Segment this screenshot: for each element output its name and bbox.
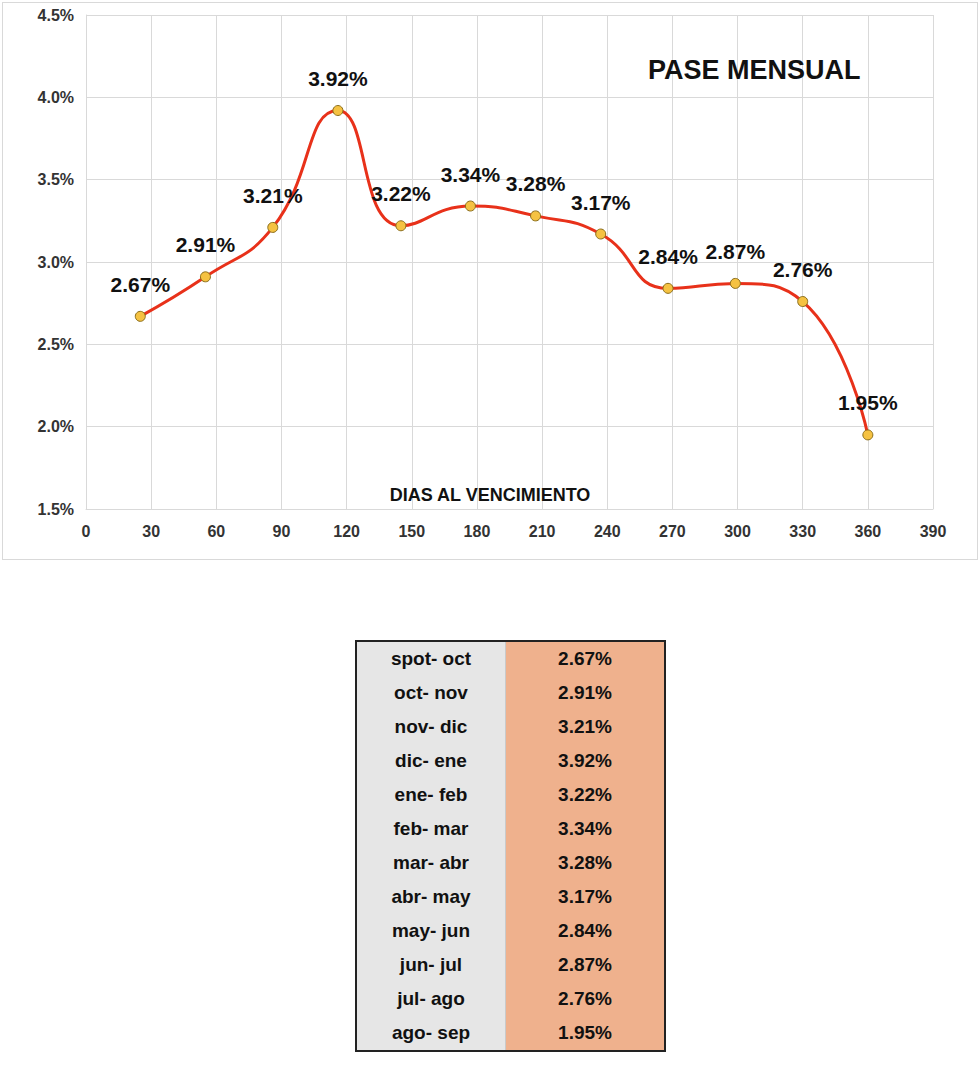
- svg-text:3.92%: 3.92%: [308, 67, 368, 90]
- html-text:ago- sep: ago- sep: [391, 1022, 471, 1043]
- html-text:feb- mar: feb- mar: [393, 818, 469, 839]
- svg-text:240: 240: [594, 523, 621, 540]
- svg-text:120: 120: [333, 523, 360, 540]
- svg-text:1.5%: 1.5%: [38, 501, 74, 518]
- html-text:nov- dic: nov- dic: [394, 716, 468, 737]
- svg-text:2.76%: 2.76%: [773, 258, 833, 281]
- svg-text:3.34%: 3.34%: [441, 163, 501, 186]
- html-text:3.17%: 3.17%: [558, 886, 612, 907]
- svg-text:3.17%: 3.17%: [571, 191, 631, 214]
- svg-text:2.91%: 2.91%: [176, 233, 236, 256]
- svg-text:3.21%: 3.21%: [243, 184, 303, 207]
- svg-text:3.28%: 3.28%: [506, 172, 566, 195]
- svg-text:0: 0: [82, 523, 91, 540]
- html-text:3.34%: 3.34%: [558, 818, 612, 839]
- svg-text:30: 30: [142, 523, 160, 540]
- html-text:3.22%: 3.22%: [558, 784, 612, 805]
- html-text:2.76%: 2.76%: [558, 988, 612, 1009]
- html-text:ene- feb: ene- feb: [394, 784, 468, 805]
- html-text:2.84%: 2.84%: [558, 920, 612, 941]
- svg-text:300: 300: [724, 523, 751, 540]
- html-text:mar- abr: mar- abr: [393, 852, 469, 873]
- html-text:oct- nov: oct- nov: [394, 682, 468, 703]
- html-text:jun- jul: jun- jul: [399, 954, 463, 975]
- svg-text:2.87%: 2.87%: [706, 240, 766, 263]
- svg-text:1.95%: 1.95%: [838, 391, 898, 414]
- html-text:may- jun: may- jun: [391, 920, 471, 941]
- html-text:spot- oct: spot- oct: [390, 648, 472, 669]
- svg-text:60: 60: [207, 523, 225, 540]
- svg-text:90: 90: [273, 523, 291, 540]
- html-text:1.95%: 1.95%: [558, 1022, 612, 1043]
- svg-text:4.5%: 4.5%: [38, 7, 74, 24]
- svg-text:180: 180: [464, 523, 491, 540]
- svg-text:270: 270: [659, 523, 686, 540]
- svg-text:3.0%: 3.0%: [38, 254, 74, 271]
- svg-text:330: 330: [789, 523, 816, 540]
- svg-text:DIAS AL VENCIMIENTO: DIAS AL VENCIMIENTO: [390, 485, 591, 505]
- html-text:jul- ago: jul- ago: [397, 988, 465, 1009]
- svg-text:210: 210: [529, 523, 556, 540]
- svg-text:360: 360: [854, 523, 881, 540]
- html-text:abr- may: abr- may: [391, 886, 471, 907]
- svg-text:2.67%: 2.67%: [111, 273, 171, 296]
- html-text:3.92%: 3.92%: [558, 750, 612, 771]
- svg-text:150: 150: [398, 523, 425, 540]
- svg-text:PASE MENSUAL: PASE MENSUAL: [648, 55, 861, 85]
- svg-text:390: 390: [920, 523, 947, 540]
- html-text:2.91%: 2.91%: [558, 682, 612, 703]
- svg-text:2.0%: 2.0%: [38, 418, 74, 435]
- svg-text:4.0%: 4.0%: [38, 89, 74, 106]
- html-text:2.67%: 2.67%: [558, 648, 612, 669]
- html-text:3.28%: 3.28%: [558, 852, 612, 873]
- svg-text:2.84%: 2.84%: [638, 245, 698, 268]
- html-text:3.21%: 3.21%: [558, 716, 612, 737]
- html-text:dic- ene: dic- ene: [395, 750, 467, 771]
- html-text:2.87%: 2.87%: [558, 954, 612, 975]
- svg-text:3.5%: 3.5%: [38, 171, 74, 188]
- svg-text:3.22%: 3.22%: [371, 182, 431, 205]
- svg-text:2.5%: 2.5%: [38, 336, 74, 353]
